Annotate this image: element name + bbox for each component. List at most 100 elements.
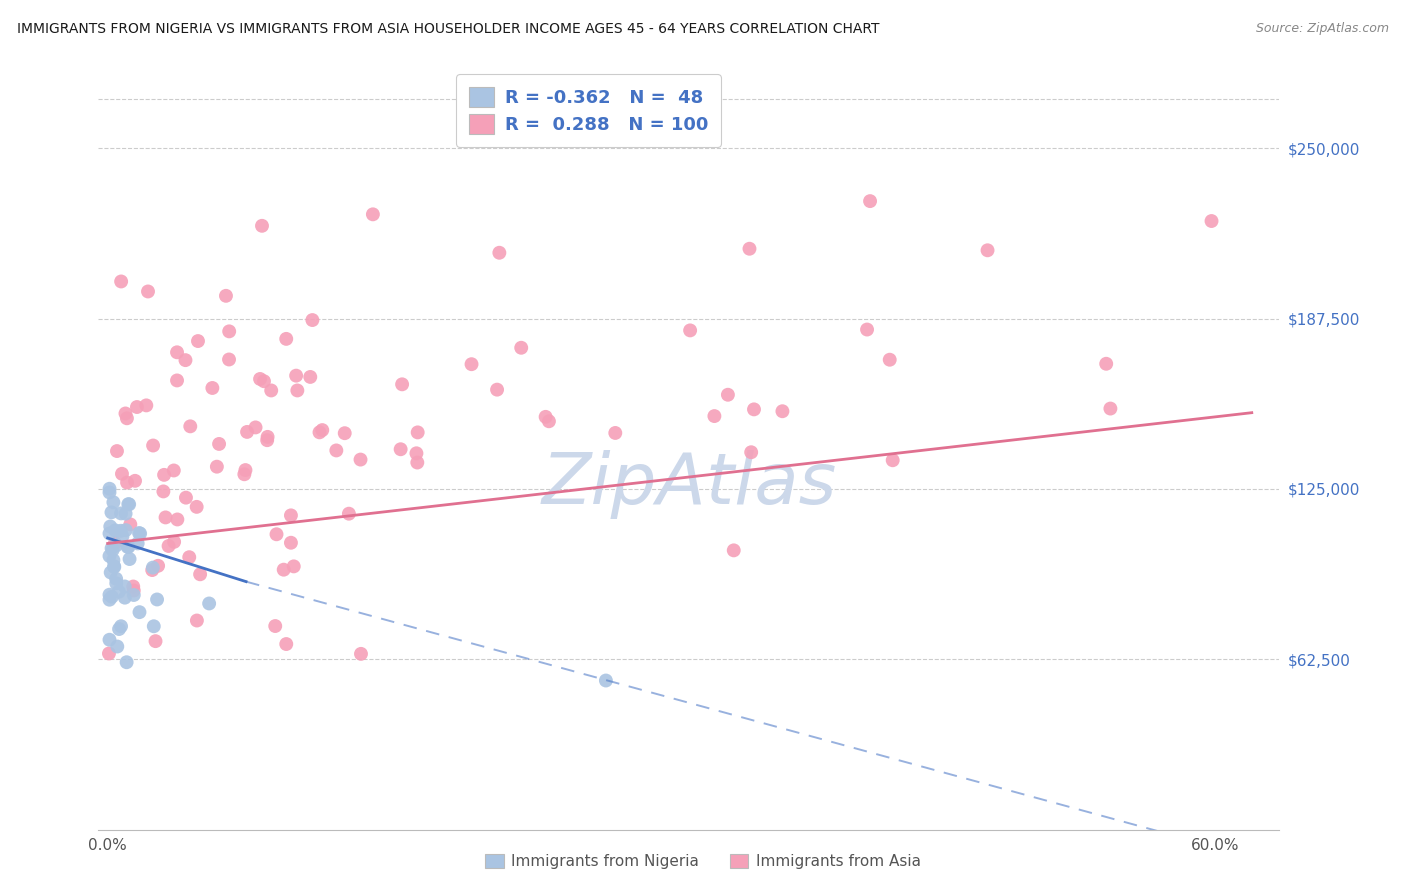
Point bbox=[349, 452, 371, 467]
Point bbox=[110, 524, 132, 538]
Point bbox=[256, 433, 278, 447]
Point bbox=[389, 442, 412, 457]
Point bbox=[157, 539, 180, 553]
Point bbox=[186, 500, 208, 514]
Point bbox=[742, 402, 765, 417]
Point bbox=[103, 560, 125, 574]
Point bbox=[114, 591, 136, 605]
Point bbox=[276, 637, 298, 651]
Point bbox=[105, 444, 128, 458]
Point bbox=[115, 655, 138, 669]
Point bbox=[98, 549, 121, 563]
Point bbox=[98, 588, 121, 602]
Point bbox=[128, 526, 150, 541]
Point bbox=[142, 619, 165, 633]
Point bbox=[738, 242, 761, 256]
Point bbox=[111, 529, 134, 543]
Legend: Immigrants from Nigeria, Immigrants from Asia: Immigrants from Nigeria, Immigrants from… bbox=[479, 847, 927, 875]
Point bbox=[110, 619, 132, 633]
Point bbox=[717, 388, 740, 402]
Point bbox=[101, 590, 124, 604]
Point bbox=[174, 491, 197, 505]
Point bbox=[108, 584, 131, 599]
Point bbox=[486, 383, 509, 397]
Point bbox=[406, 456, 429, 470]
Point bbox=[276, 332, 298, 346]
Point bbox=[141, 563, 163, 577]
Point bbox=[118, 552, 141, 566]
Point bbox=[879, 352, 901, 367]
Point bbox=[105, 640, 128, 654]
Point bbox=[256, 430, 278, 444]
Point bbox=[859, 194, 882, 208]
Point bbox=[285, 368, 308, 383]
Point bbox=[100, 541, 122, 556]
Point bbox=[163, 534, 186, 549]
Point bbox=[534, 409, 557, 424]
Point bbox=[595, 673, 617, 688]
Point bbox=[285, 384, 308, 398]
Point bbox=[179, 550, 201, 565]
Point bbox=[120, 517, 142, 532]
Point bbox=[264, 619, 287, 633]
Point bbox=[208, 437, 231, 451]
Point bbox=[98, 519, 121, 533]
Point bbox=[361, 207, 384, 221]
Point bbox=[117, 540, 139, 554]
Point bbox=[125, 400, 148, 414]
Point bbox=[280, 508, 302, 523]
Point bbox=[97, 647, 120, 661]
Point bbox=[103, 495, 125, 509]
Point bbox=[350, 647, 373, 661]
Point bbox=[740, 445, 762, 459]
Point bbox=[98, 485, 121, 500]
Point bbox=[299, 370, 322, 384]
Point bbox=[108, 622, 131, 636]
Point bbox=[166, 512, 188, 526]
Point bbox=[142, 438, 165, 452]
Point bbox=[114, 407, 136, 421]
Point bbox=[122, 588, 145, 602]
Point bbox=[145, 634, 167, 648]
Point bbox=[110, 507, 132, 521]
Point bbox=[236, 425, 259, 439]
Point bbox=[605, 425, 627, 440]
Point bbox=[98, 482, 121, 496]
Point bbox=[153, 467, 176, 482]
Point bbox=[976, 244, 998, 258]
Point bbox=[391, 377, 413, 392]
Point bbox=[311, 423, 333, 437]
Point bbox=[105, 576, 128, 591]
Text: Source: ZipAtlas.com: Source: ZipAtlas.com bbox=[1256, 22, 1389, 36]
Point bbox=[104, 524, 127, 538]
Point bbox=[260, 384, 283, 398]
Point bbox=[1201, 214, 1223, 228]
Point bbox=[215, 289, 238, 303]
Point bbox=[187, 334, 209, 348]
Point bbox=[325, 443, 347, 458]
Point bbox=[117, 497, 139, 511]
Point bbox=[155, 510, 177, 524]
Point bbox=[117, 540, 139, 554]
Point bbox=[103, 553, 125, 567]
Point bbox=[235, 463, 257, 477]
Point bbox=[98, 632, 121, 647]
Point bbox=[136, 285, 159, 299]
Point bbox=[188, 567, 211, 582]
Point bbox=[114, 523, 136, 537]
Point bbox=[111, 467, 134, 481]
Point bbox=[174, 353, 197, 368]
Point bbox=[146, 592, 169, 607]
Point bbox=[114, 507, 136, 521]
Point bbox=[118, 497, 141, 511]
Point bbox=[142, 560, 165, 574]
Point bbox=[273, 563, 295, 577]
Point bbox=[856, 322, 879, 336]
Point bbox=[110, 275, 132, 289]
Point bbox=[128, 605, 150, 619]
Text: ZipAtlas: ZipAtlas bbox=[541, 450, 837, 519]
Text: IMMIGRANTS FROM NIGERIA VS IMMIGRANTS FROM ASIA HOUSEHOLDER INCOME AGES 45 - 64 : IMMIGRANTS FROM NIGERIA VS IMMIGRANTS FR… bbox=[17, 22, 879, 37]
Point bbox=[266, 527, 288, 541]
Point bbox=[333, 426, 356, 441]
Point bbox=[105, 572, 128, 586]
